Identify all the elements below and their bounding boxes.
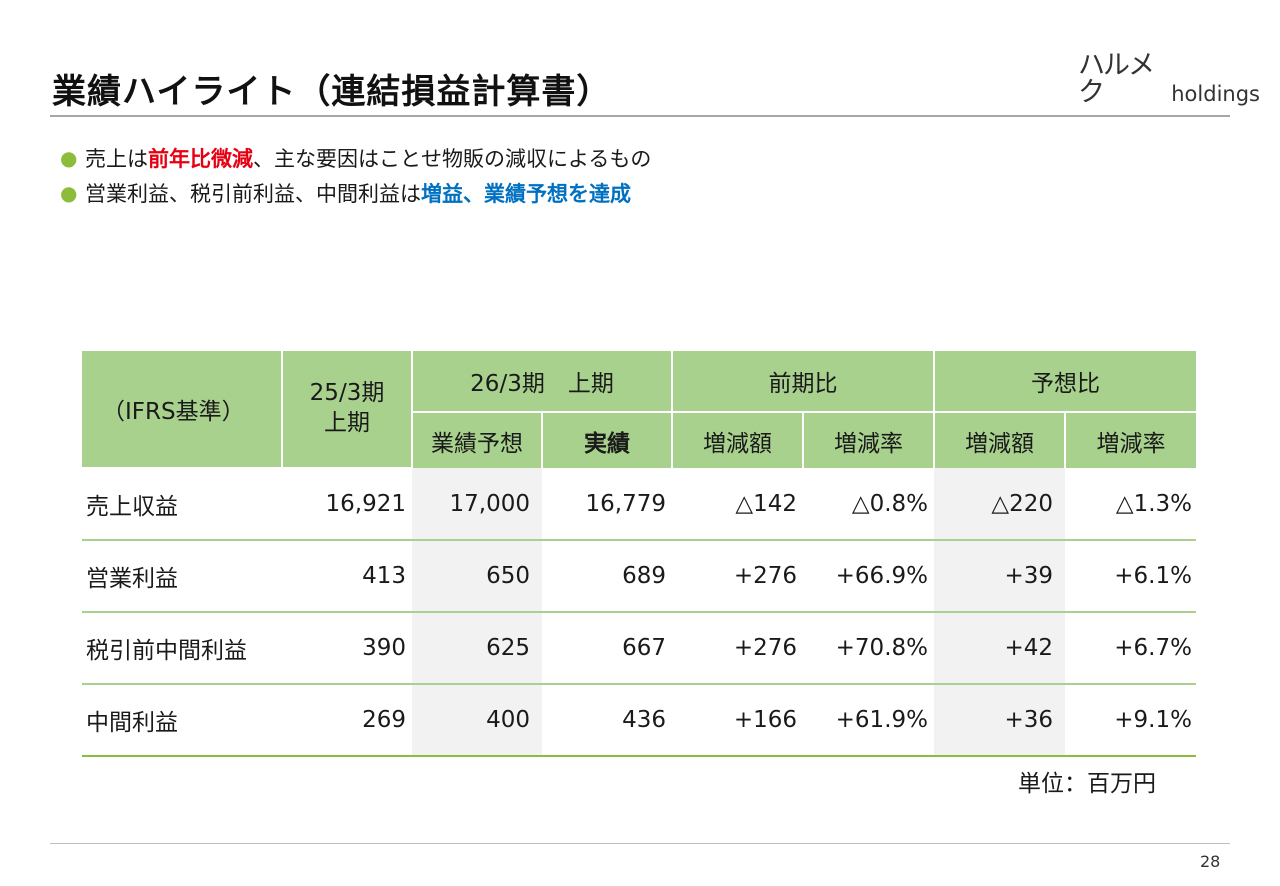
row-label: 営業利益 <box>82 540 282 613</box>
bullet-dot-icon: ● <box>60 180 78 205</box>
bullet-list: ● 売上は 前年比微減 、主な要因はことせ物販の減収によるもの ● 営業利益、税引前… <box>60 140 651 210</box>
row-label: 売上収益 <box>82 468 282 541</box>
table-row: 税引前中間利益 390 625 667 +276 +70.8% +42 +6.7… <box>82 612 1196 685</box>
cell-fc-diff: △220 <box>934 468 1065 541</box>
cell-prev: 16,921 <box>282 468 412 541</box>
col-header-fc-diff: 増減額 <box>933 412 1066 468</box>
col-header-yoy-rate: 増減率 <box>802 412 935 468</box>
col-header-actual: 実績 <box>541 412 673 468</box>
cell-fc-rate: +6.1% <box>1065 540 1196 613</box>
row-label: 税引前中間利益 <box>82 612 282 685</box>
title-divider <box>50 115 1230 117</box>
cell-yoy-rate: △0.8% <box>803 468 934 541</box>
cell-yoy-diff: +166 <box>672 684 803 757</box>
cell-fc-diff: +42 <box>934 612 1065 685</box>
bullet-dot-icon: ● <box>60 145 78 170</box>
cell-yoy-rate: +61.9% <box>803 684 934 757</box>
cell-yoy-rate: +70.8% <box>803 612 934 685</box>
bullet-item: ● 営業利益、税引前利益、中間利益は 増益、業績予想を達成 <box>60 175 651 210</box>
cell-prev: 390 <box>282 612 412 685</box>
cell-fc-rate: △1.3% <box>1065 468 1196 541</box>
table-corner-label: （IFRS基準） <box>82 351 283 469</box>
income-statement-table: （IFRS基準） 25/3期 上期 26/3期 上期 前期比 予想比 業績予想 … <box>82 351 1196 757</box>
cell-fc-diff: +39 <box>934 540 1065 613</box>
cell-yoy-rate: +66.9% <box>803 540 934 613</box>
col-group-vs-forecast: 予想比 <box>933 351 1196 413</box>
cell-fc-rate: +9.1% <box>1065 684 1196 757</box>
cell-prev: 269 <box>282 684 412 757</box>
bullet-emphasis: 前年比微減 <box>148 146 253 171</box>
table-row: 売上収益 16,921 17,000 16,779 △142 △0.8% △22… <box>82 468 1196 541</box>
cell-fc-diff: +36 <box>934 684 1065 757</box>
col-header-fc-rate: 増減率 <box>1064 412 1196 468</box>
footer-divider <box>50 843 1230 844</box>
bullet-text: 売上は <box>85 146 148 171</box>
logo-en: holdings <box>1171 82 1260 106</box>
col-header-prev-period: 25/3期 上期 <box>281 351 413 469</box>
table-row: 中間利益 269 400 436 +166 +61.9% +36 +9.1% <box>82 684 1196 757</box>
cell-actual: 667 <box>542 612 672 685</box>
bullet-item: ● 売上は 前年比微減 、主な要因はことせ物販の減収によるもの <box>60 140 651 175</box>
bullet-emphasis: 増益、業績予想を達成 <box>421 181 631 206</box>
row-label: 中間利益 <box>82 684 282 757</box>
page-number: 28 <box>1200 852 1221 871</box>
unit-note: 単位：百万円 <box>1018 771 1156 797</box>
cell-yoy-diff: △142 <box>672 468 803 541</box>
table-row: 営業利益 413 650 689 +276 +66.9% +39 +6.1% <box>82 540 1196 613</box>
col-group-current-period: 26/3期 上期 <box>411 351 673 413</box>
logo-kana: ハルメク <box>1078 50 1155 108</box>
cell-actual: 689 <box>542 540 672 613</box>
cell-forecast: 17,000 <box>412 468 542 541</box>
col-group-yoy: 前期比 <box>671 351 935 413</box>
cell-yoy-diff: +276 <box>672 540 803 613</box>
cell-forecast: 650 <box>412 540 542 613</box>
cell-prev: 413 <box>282 540 412 613</box>
company-logo: ハルメク holdings <box>1078 52 1260 106</box>
page-title: 業績ハイライト（連結損益計算書） <box>52 72 612 112</box>
cell-actual: 436 <box>542 684 672 757</box>
col-header-yoy-diff: 増減額 <box>671 412 804 468</box>
bullet-text: 営業利益、税引前利益、中間利益は <box>85 181 421 206</box>
bullet-text: 、主な要因はことせ物販の減収によるもの <box>253 146 652 171</box>
cell-forecast: 400 <box>412 684 542 757</box>
cell-yoy-diff: +276 <box>672 612 803 685</box>
cell-fc-rate: +6.7% <box>1065 612 1196 685</box>
cell-actual: 16,779 <box>542 468 672 541</box>
col-header-forecast: 業績予想 <box>411 412 543 468</box>
cell-forecast: 625 <box>412 612 542 685</box>
